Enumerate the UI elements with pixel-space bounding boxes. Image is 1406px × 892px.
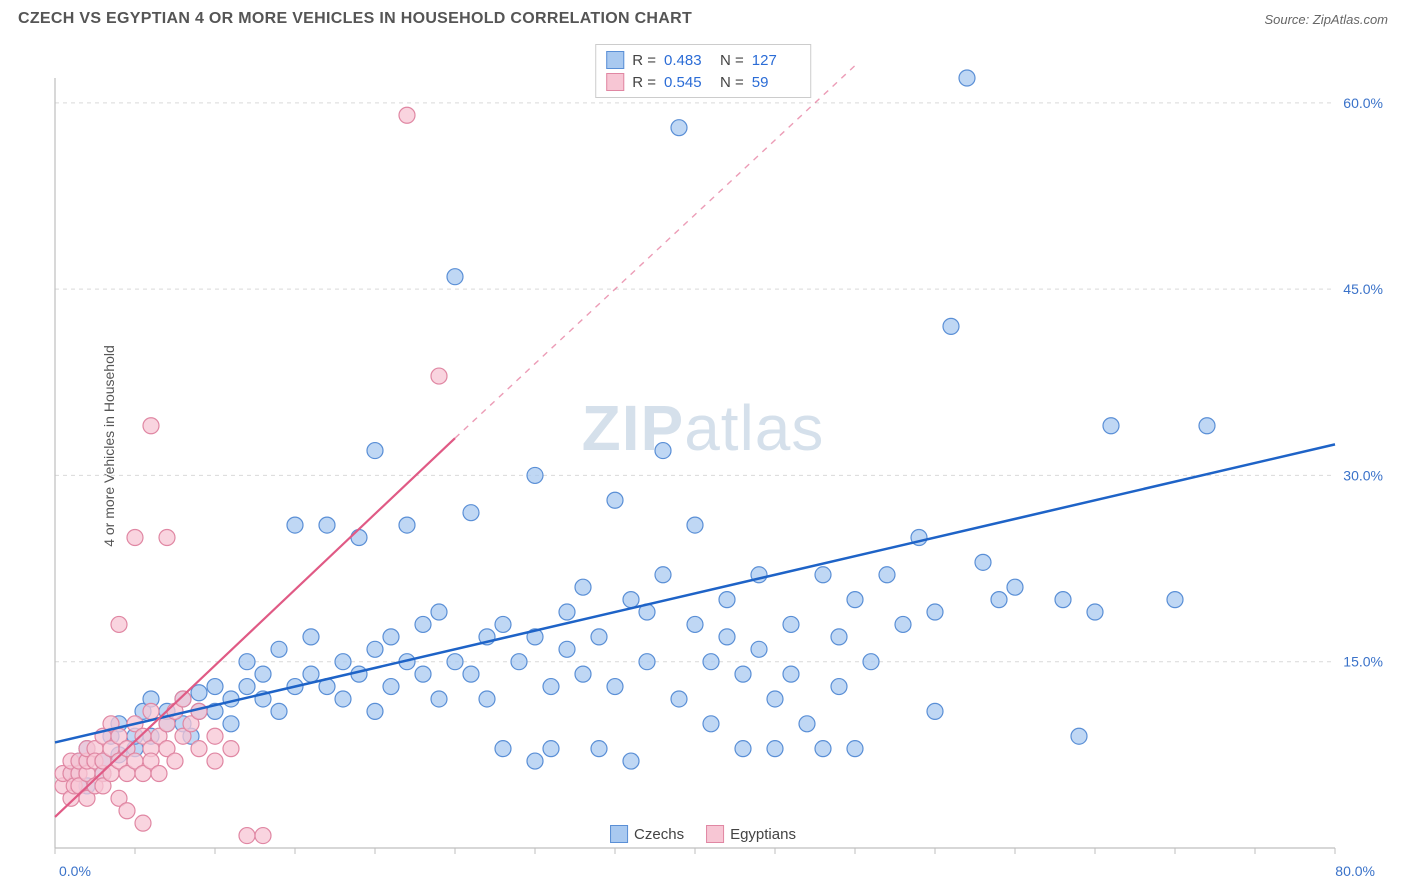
n-blue: 127 (752, 52, 800, 69)
svg-text:0.0%: 0.0% (59, 863, 91, 879)
r-pink: 0.545 (664, 74, 712, 91)
n-pink: 59 (752, 74, 800, 91)
stats-row: R = 0.545 N = 59 (606, 71, 800, 93)
legend-bottom: Czechs Egyptians (610, 825, 796, 843)
legend-label: Egyptians (730, 826, 796, 843)
chart-title: CZECH VS EGYPTIAN 4 OR MORE VEHICLES IN … (18, 10, 692, 28)
stats-row: R = 0.483 N = 127 (606, 49, 800, 71)
svg-text:30.0%: 30.0% (1343, 467, 1383, 483)
swatch-blue-icon (606, 51, 624, 69)
swatch-pink-icon (706, 825, 724, 843)
svg-text:60.0%: 60.0% (1343, 95, 1383, 111)
swatch-pink-icon (606, 73, 624, 91)
swatch-blue-icon (610, 825, 628, 843)
svg-text:80.0%: 80.0% (1335, 863, 1375, 879)
stats-legend: R = 0.483 N = 127 R = 0.545 N = 59 (595, 44, 811, 98)
svg-text:45.0%: 45.0% (1343, 281, 1383, 297)
svg-text:15.0%: 15.0% (1343, 654, 1383, 670)
chart-source: Source: ZipAtlas.com (1264, 12, 1388, 27)
legend-item: Czechs (610, 825, 684, 843)
legend-item: Egyptians (706, 825, 796, 843)
chart-area: 15.0% 30.0% 45.0% 60.0% 0.0% 80.0% (0, 38, 1406, 892)
r-blue: 0.483 (664, 52, 712, 69)
legend-label: Czechs (634, 826, 684, 843)
